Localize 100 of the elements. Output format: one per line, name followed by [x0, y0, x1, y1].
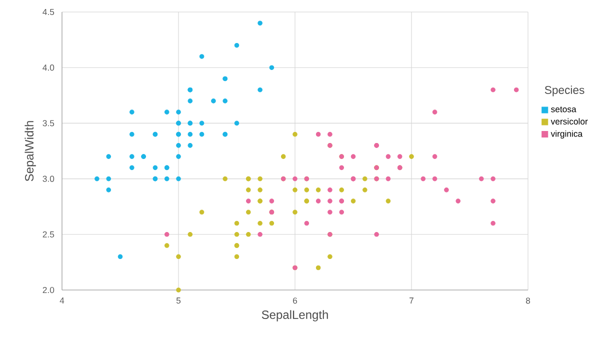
- point: [316, 265, 321, 270]
- legend-title: Species: [544, 86, 584, 96]
- point: [234, 42, 240, 48]
- point: [292, 188, 298, 192]
- point: [258, 87, 262, 92]
- legend-label: virginica: [550, 130, 583, 139]
- point: [269, 220, 274, 226]
- point: [362, 188, 368, 192]
- y-tick-label: 3.0: [42, 176, 54, 182]
- point: [176, 154, 181, 159]
- point: [339, 165, 344, 170]
- point: [164, 243, 170, 248]
- point: [199, 210, 204, 215]
- point: [176, 176, 181, 182]
- point: [258, 220, 262, 226]
- point: [328, 254, 332, 260]
- point: [258, 232, 262, 237]
- point: [350, 154, 356, 159]
- point: [188, 232, 193, 237]
- point: [246, 188, 251, 192]
- point: [328, 198, 332, 204]
- point: [188, 132, 193, 137]
- point: [409, 154, 414, 159]
- point: [316, 132, 321, 137]
- y-tick-label: 2.0: [42, 286, 54, 294]
- point: [164, 110, 170, 114]
- x-axis-title: SepalLength: [262, 310, 328, 322]
- point: [339, 188, 344, 192]
- point: [420, 176, 426, 182]
- point: [350, 198, 356, 204]
- point: [374, 232, 379, 237]
- y-tick-label: 4.5: [42, 8, 54, 16]
- point: [328, 188, 332, 192]
- point: [106, 188, 112, 192]
- point: [129, 154, 134, 159]
- x-tick-label: 5: [176, 298, 181, 304]
- point: [514, 87, 519, 92]
- point: [246, 232, 251, 237]
- y-tick-label: 4.0: [42, 64, 54, 71]
- point: [246, 210, 251, 215]
- point: [234, 232, 240, 237]
- point: [258, 188, 262, 192]
- point: [258, 20, 262, 26]
- point: [328, 132, 332, 137]
- point: [456, 198, 461, 204]
- point: [176, 110, 181, 114]
- point: [234, 254, 240, 260]
- point: [199, 132, 204, 137]
- point: [211, 98, 216, 104]
- point: [106, 154, 112, 159]
- x-tick-label: 4: [60, 298, 64, 304]
- point: [432, 154, 438, 159]
- point: [386, 154, 391, 159]
- point: [152, 165, 158, 170]
- point: [490, 198, 496, 204]
- point: [490, 176, 496, 182]
- y-axis-title: SepalWidth: [24, 121, 36, 182]
- point: [106, 176, 112, 182]
- point: [234, 120, 240, 126]
- legend-label: setosa: [551, 106, 576, 112]
- x-tick-label: 8: [526, 298, 530, 304]
- point: [304, 220, 310, 226]
- point: [164, 232, 170, 237]
- point: [490, 87, 496, 92]
- point: [164, 176, 170, 182]
- y-tick-label: 3.5: [42, 120, 54, 126]
- point: [280, 154, 286, 159]
- point: [444, 188, 449, 192]
- point: [386, 176, 391, 182]
- point: [292, 176, 298, 182]
- point: [304, 188, 310, 192]
- point: [339, 210, 344, 215]
- point: [316, 198, 321, 204]
- x-tick-label: 7: [410, 298, 414, 304]
- point: [269, 65, 274, 70]
- point: [269, 198, 274, 204]
- point: [397, 154, 402, 159]
- point: [129, 110, 134, 114]
- point: [188, 143, 193, 148]
- point: [258, 176, 262, 182]
- y-tick-label: 2.5: [42, 231, 54, 238]
- point: [222, 176, 228, 182]
- point: [222, 98, 228, 104]
- point: [176, 254, 181, 260]
- point: [432, 110, 438, 114]
- point: [176, 143, 181, 148]
- point: [292, 132, 298, 137]
- point: [316, 188, 321, 192]
- point: [292, 210, 298, 215]
- point: [432, 176, 438, 182]
- point: [94, 176, 100, 182]
- point: [129, 132, 134, 137]
- point: [328, 210, 332, 215]
- point: [199, 54, 204, 59]
- point: [188, 98, 193, 104]
- point: [129, 165, 134, 170]
- point: [199, 120, 204, 126]
- point: [234, 220, 240, 226]
- point: [246, 198, 251, 204]
- point: [479, 176, 484, 182]
